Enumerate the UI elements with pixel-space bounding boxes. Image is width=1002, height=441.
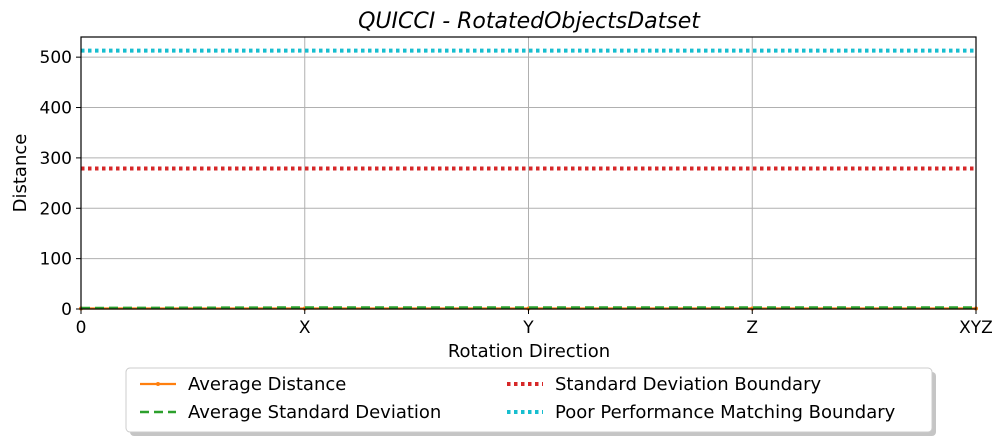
y-axis: 0 100 200 300 400 500: [40, 48, 81, 320]
y-tick-label: 400: [40, 99, 72, 119]
series-line-1: [80, 306, 976, 310]
x-tick-label: Z: [746, 318, 758, 338]
legend: Average Distance Average Standard Deviati…: [125, 367, 936, 436]
x-tick-label: XYZ: [959, 318, 993, 338]
legend-label: Average Standard Deviation: [188, 402, 441, 423]
y-tick-label: 0: [61, 300, 72, 320]
x-tick-label: 0: [76, 318, 87, 338]
y-tick-label: 300: [40, 149, 72, 169]
legend-label: Average Distance: [188, 374, 346, 395]
x-tick-label: Y: [522, 318, 534, 338]
x-axis: 0 X Y Z XYZ: [76, 309, 993, 338]
chart-title: QUICCI - RotatedObjectsDatset: [358, 9, 701, 34]
y-tick-label: 100: [40, 250, 72, 270]
y-axis-label: Distance: [10, 134, 31, 213]
legend-box: [125, 367, 933, 433]
y-tick-label: 500: [40, 48, 72, 68]
legend-label: Standard Deviation Boundary: [555, 374, 821, 395]
y-tick-label: 200: [40, 199, 72, 219]
grid-layer: [81, 37, 976, 309]
x-axis-label: Rotation Direction: [448, 341, 610, 362]
legend-items: Average Distance Average Standard Deviati…: [140, 374, 896, 423]
x-tick-label: X: [299, 318, 311, 338]
legend-label: Poor Performance Matching Boundary: [555, 402, 896, 423]
legend-marker: [156, 382, 160, 386]
